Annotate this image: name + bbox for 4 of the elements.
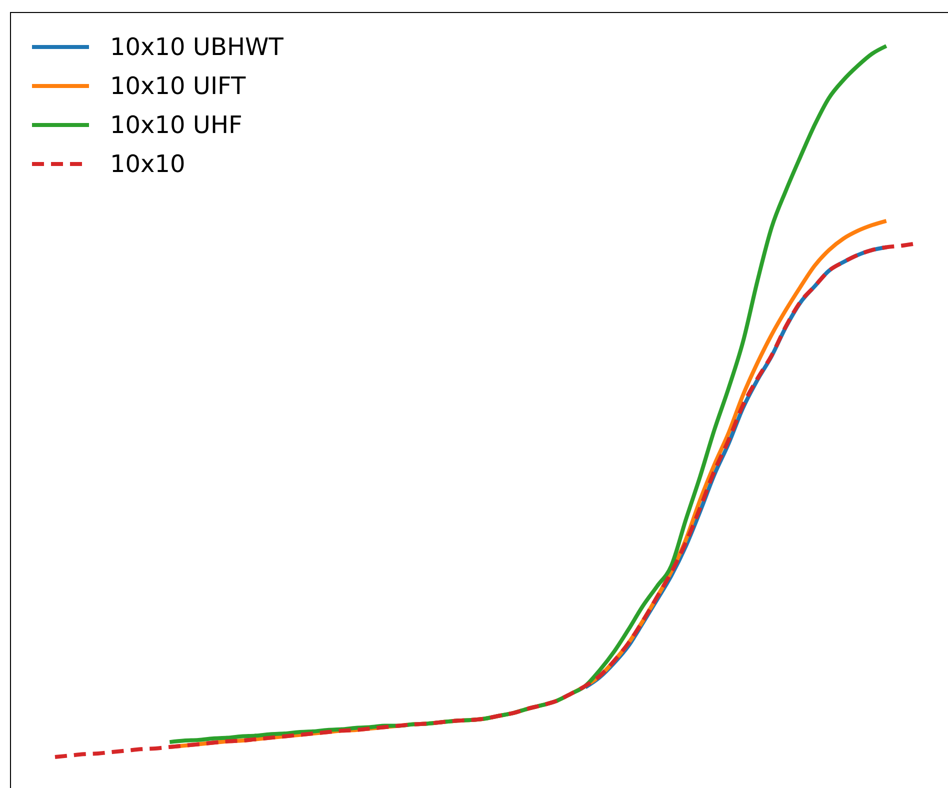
legend-label: 10x10 UBHWT	[110, 33, 284, 61]
legend-label: 10x10	[110, 150, 186, 178]
legend-label: 10x10 UHF	[110, 111, 242, 139]
legend-label: 10x10 UIFT	[110, 72, 246, 100]
